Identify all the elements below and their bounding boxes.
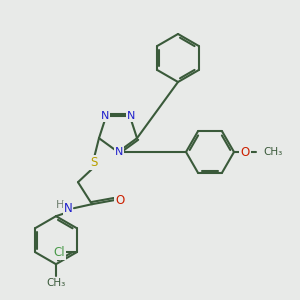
Text: N: N bbox=[101, 111, 110, 121]
Text: O: O bbox=[240, 146, 250, 158]
Text: N: N bbox=[127, 111, 135, 121]
Text: CH₃: CH₃ bbox=[263, 147, 282, 157]
Text: H: H bbox=[56, 200, 64, 210]
Text: N: N bbox=[64, 202, 72, 215]
Text: O: O bbox=[116, 194, 124, 207]
Text: CH₃: CH₃ bbox=[46, 278, 66, 288]
Text: Cl: Cl bbox=[53, 246, 64, 259]
Text: S: S bbox=[90, 156, 98, 169]
Text: N: N bbox=[115, 147, 123, 157]
